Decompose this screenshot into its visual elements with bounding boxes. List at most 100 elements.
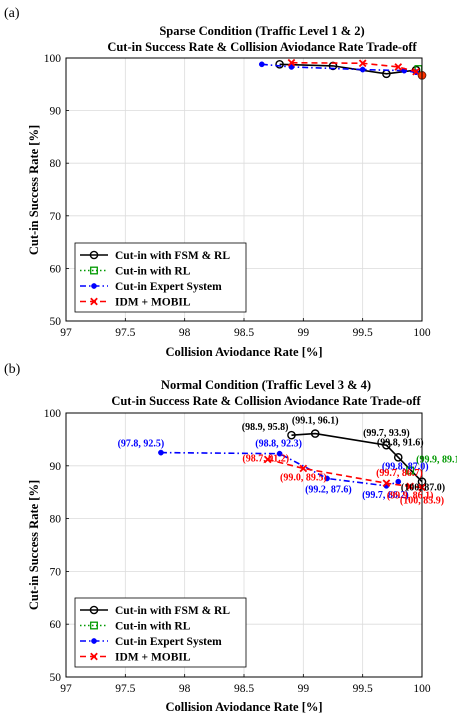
x-tick-label: 100 <box>413 327 431 339</box>
x-tick-label: 98 <box>179 327 191 339</box>
data-label: (99.2, 87.6) <box>305 484 352 495</box>
legend-label: Cut-in with FSM & RL <box>115 250 230 262</box>
data-label: (98.7, 91.2) <box>242 453 289 464</box>
data-labels-b: (98.9, 95.8)(99.1, 96.1)(99.7, 93.9)(99.… <box>118 416 457 507</box>
data-point <box>299 464 308 473</box>
panel-label-b: (b) <box>4 362 21 377</box>
y-tick-label: 70 <box>50 566 62 578</box>
x-tick-label: 97 <box>60 327 72 339</box>
legend-label: Cut-in Expert System <box>115 281 222 293</box>
legend-marker <box>91 283 97 289</box>
data-point <box>394 63 403 71</box>
series-line <box>261 63 417 73</box>
data-label: (99.8, 87.0) <box>382 462 429 473</box>
legend-label: Cut-in with FSM & RL <box>115 605 230 617</box>
legend-label: Cut-in Expert System <box>115 636 222 648</box>
data-point <box>393 453 403 462</box>
y-tick-label: 60 <box>50 619 62 631</box>
data-label: (99.7, 86.2) <box>362 490 409 501</box>
legend-box-b <box>74 597 247 668</box>
legend-marker <box>90 297 98 306</box>
chart-b-subtitle: Cut-in Success Rate & Collision Aviodanc… <box>111 394 421 408</box>
x-tick-label: 99 <box>298 327 310 339</box>
y-axis-label-b: Cut-in Success Rate [%] <box>27 480 41 610</box>
x-axis-label-a: Collision Aviodance Rate [%] <box>165 345 322 359</box>
legend-b: Cut-in with FSM & RL Cut-in with RL Cut-in… <box>74 597 247 668</box>
y-tick-label: 80 <box>50 514 62 526</box>
data-label: (100, 85.9) <box>400 495 444 506</box>
ticks-a: 97 97.5 98 98.5 99 99.5 100 50 60 70 80 90 100 <box>44 53 431 339</box>
data-label: (99.1, 96.1) <box>292 416 339 427</box>
x-axis-label-b: Collision Aviodance Rate [%] <box>165 700 322 714</box>
data-label: (99.7, 86.7) <box>376 468 423 479</box>
y-tick-label: 90 <box>50 461 62 473</box>
panel-b: (b) Normal Condition (Traffic Level 3 & … <box>4 362 457 714</box>
chart-a-subtitle: Cut-in Success Rate & Collision Aviodanc… <box>107 40 417 54</box>
data-label: (100, 87.0) <box>401 483 445 494</box>
y-tick-label: 100 <box>44 408 62 420</box>
legend-a: Cut-in with FSM & RL Cut-in with RL Cut-in… <box>74 242 247 313</box>
x-tick-label: 98.5 <box>234 327 254 339</box>
data-point <box>382 440 391 450</box>
series-b <box>158 429 427 492</box>
data-label: (99.8, 91.6) <box>377 437 424 448</box>
data-point <box>275 60 284 69</box>
data-label: (99.0, 89.5) <box>280 472 327 483</box>
x-tick-label: 100 <box>413 683 431 695</box>
x-tick-label: 97 <box>60 683 72 695</box>
x-tick-label: 98.5 <box>234 683 254 695</box>
data-point <box>263 455 272 464</box>
panel-label-a: (a) <box>4 6 20 21</box>
x-tick-label: 99.5 <box>353 683 373 695</box>
y-tick-label: 90 <box>50 106 62 118</box>
x-tick-label: 99 <box>298 683 310 695</box>
data-point <box>287 430 296 440</box>
y-tick-label: 50 <box>50 672 62 684</box>
legend-label: IDM + MOBIL <box>115 297 191 309</box>
data-point <box>287 58 296 67</box>
x-tick-label: 97.5 <box>115 683 135 695</box>
data-point <box>310 429 320 438</box>
data-label: (99.9, 89.1) <box>416 455 457 466</box>
legend-label: Cut-in with RL <box>115 266 191 278</box>
data-label: (98.9, 95.8) <box>242 422 289 433</box>
series-line <box>291 61 417 73</box>
data-point <box>359 66 366 73</box>
data-point <box>358 59 367 68</box>
data-point <box>158 449 164 456</box>
data-point <box>324 475 330 482</box>
series-a <box>258 58 427 80</box>
data-point <box>412 67 420 76</box>
data-label: (97.8, 92.5) <box>118 439 165 450</box>
legend-marker <box>89 250 99 260</box>
y-tick-label: 50 <box>50 316 62 328</box>
y-axis-label-a: Cut-in Success Rate [%] <box>27 125 41 255</box>
data-point <box>382 479 391 488</box>
chart-b-title: Normal Condition (Traffic Level 3 & 4) <box>161 378 371 392</box>
legend-label: IDM + MOBIL <box>115 652 191 664</box>
y-tick-label: 70 <box>50 211 62 223</box>
y-tick-label: 60 <box>50 263 62 275</box>
ticks-b: 97 97.5 98 98.5 99 99.5 100 50 60 70 80 90 100 <box>44 408 431 695</box>
legend-label: Cut-in with RL <box>115 621 191 633</box>
data-point <box>288 64 295 70</box>
legend-marker <box>90 652 98 661</box>
data-label: (99.9, 86.1) <box>387 490 434 501</box>
data-point <box>406 482 414 491</box>
y-tick-label: 80 <box>50 158 62 170</box>
panel-a: (a) Sparse Condition (Traffic Level 1 & … <box>4 6 431 359</box>
legend-marker <box>89 605 99 615</box>
series-line <box>291 432 423 483</box>
data-point <box>276 450 283 457</box>
chart-a-title: Sparse Condition (Traffic Level 1 & 2) <box>159 24 364 38</box>
legend-marker <box>91 638 97 644</box>
legend-marker <box>90 621 98 630</box>
y-tick-label: 100 <box>44 53 62 65</box>
x-tick-label: 97.5 <box>115 327 135 339</box>
data-point <box>406 466 415 475</box>
x-tick-label: 98 <box>179 683 191 695</box>
x-tick-label: 99.5 <box>353 327 373 339</box>
data-label: (98.8, 92.3) <box>255 439 302 450</box>
data-label: (99.7, 93.9) <box>363 428 410 439</box>
